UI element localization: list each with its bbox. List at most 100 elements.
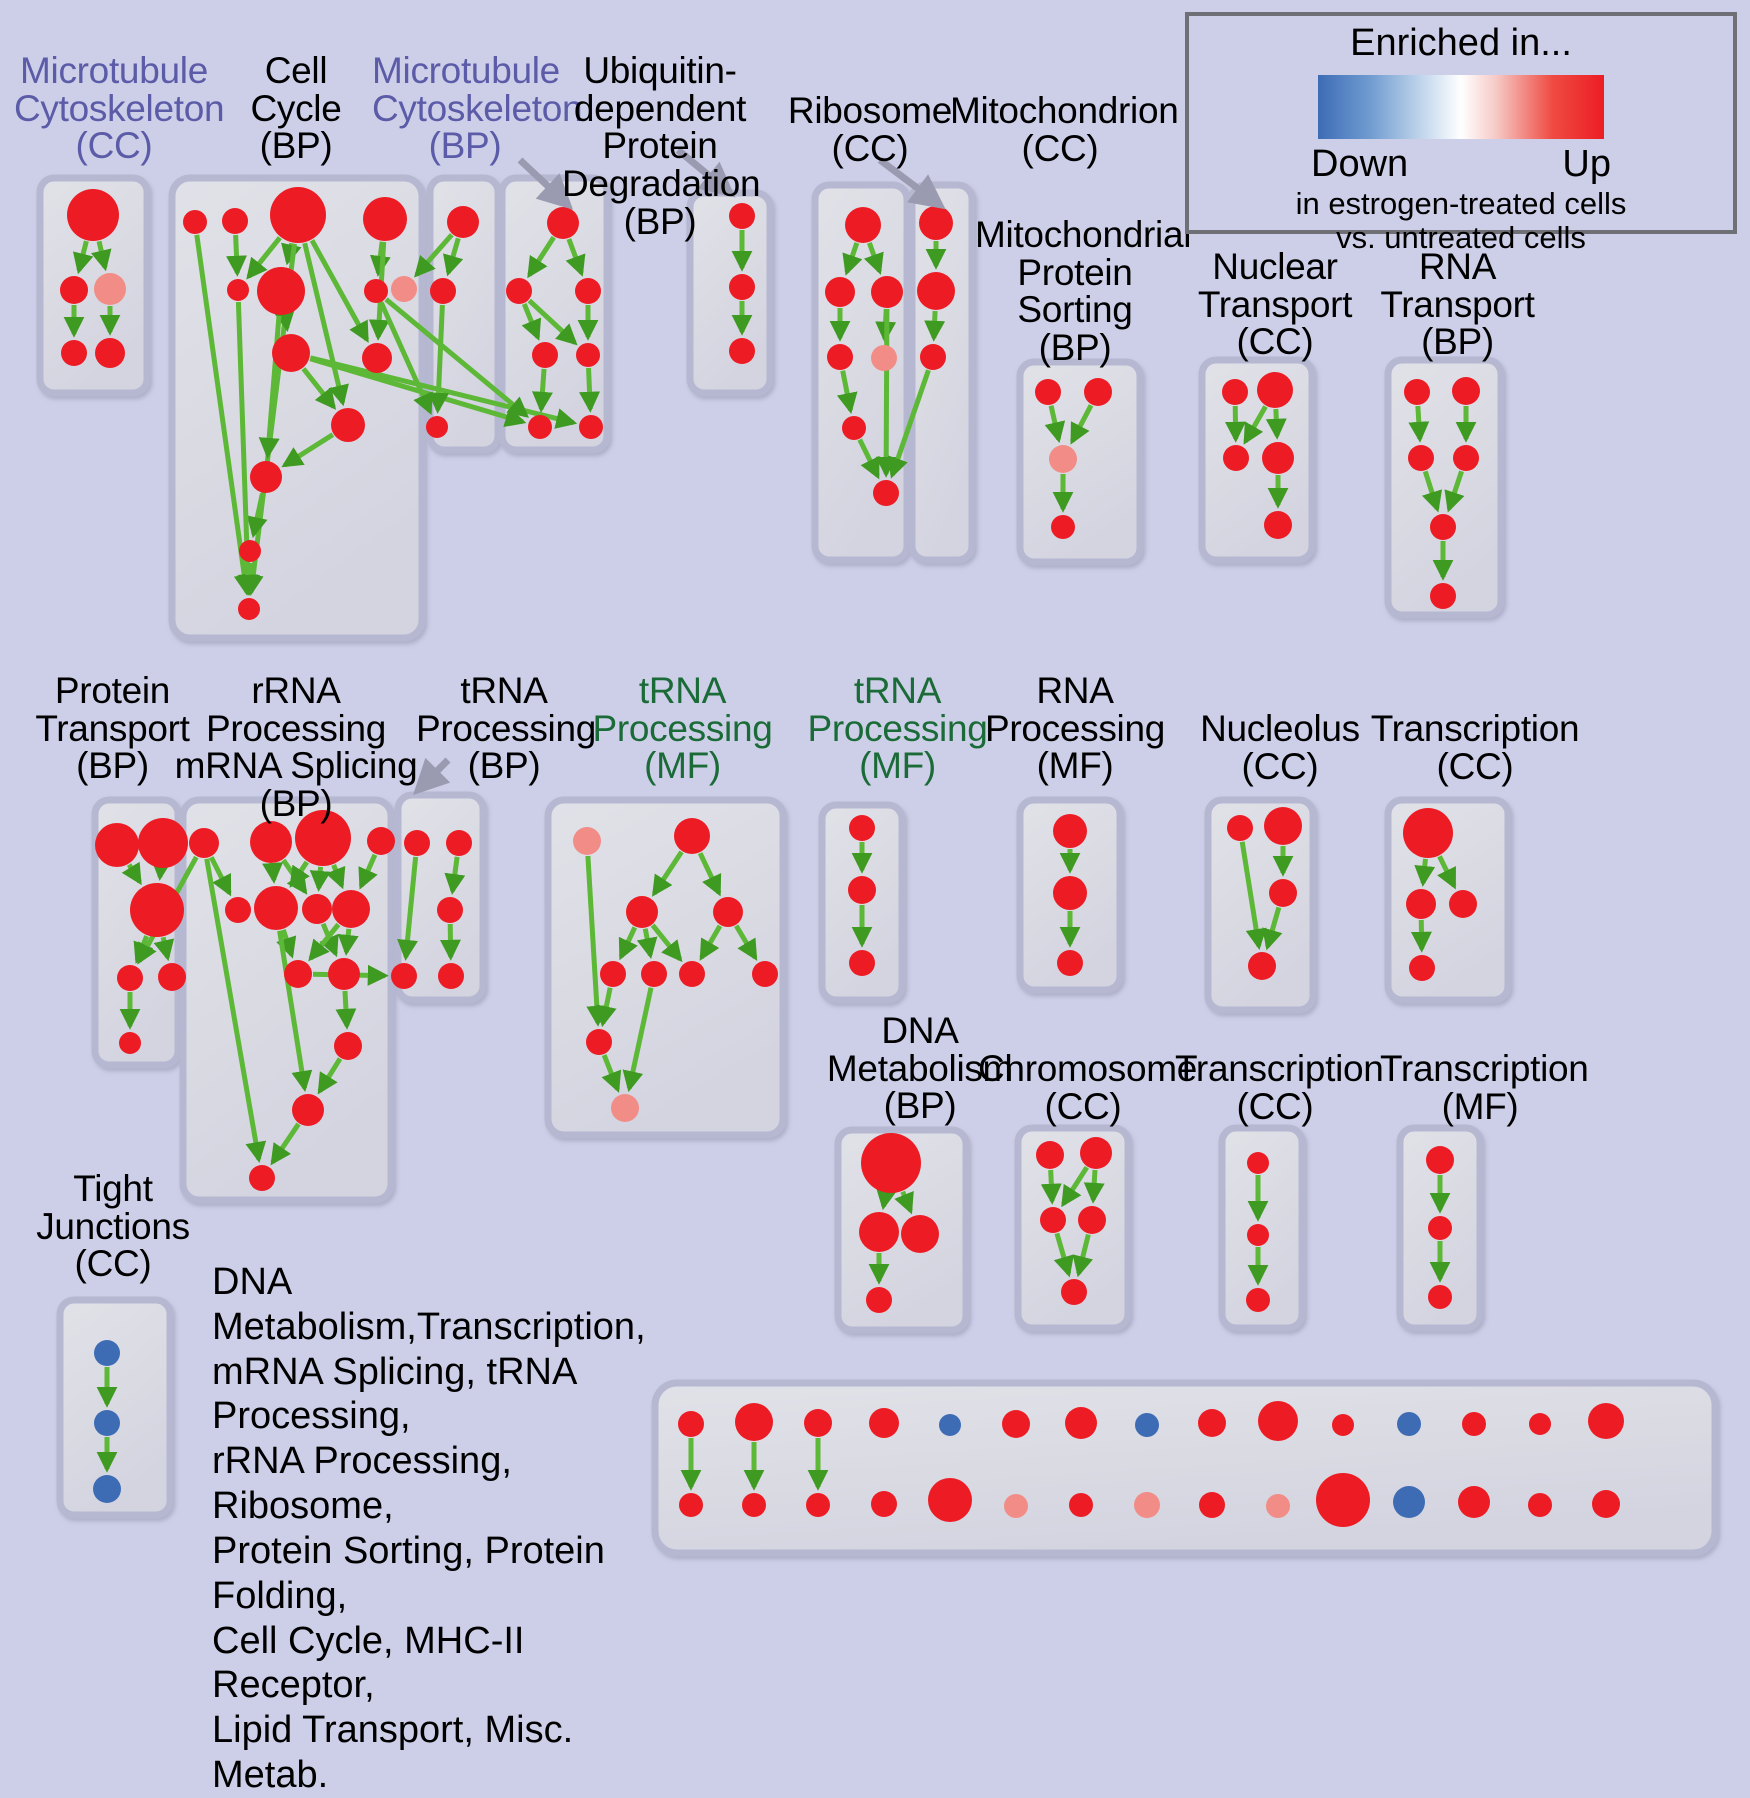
gene-node[interactable] bbox=[1035, 379, 1061, 405]
gene-node[interactable] bbox=[674, 818, 710, 854]
gene-node[interactable] bbox=[1069, 1493, 1093, 1517]
gene-node[interactable] bbox=[586, 1029, 612, 1055]
gene-node[interactable] bbox=[239, 540, 261, 562]
gene-node[interactable] bbox=[1406, 889, 1436, 919]
gene-node[interactable] bbox=[257, 267, 305, 315]
gene-node[interactable] bbox=[438, 963, 464, 989]
gene-node[interactable] bbox=[1049, 445, 1077, 473]
gene-node[interactable] bbox=[742, 1493, 766, 1517]
gene-node[interactable] bbox=[713, 897, 743, 927]
gene-node[interactable] bbox=[1529, 1413, 1551, 1435]
gene-node[interactable] bbox=[95, 823, 139, 867]
gene-node[interactable] bbox=[919, 206, 953, 240]
gene-node[interactable] bbox=[1199, 1492, 1225, 1518]
gene-node[interactable] bbox=[1247, 1224, 1269, 1246]
gene-node[interactable] bbox=[917, 272, 955, 310]
gene-node[interactable] bbox=[284, 960, 312, 988]
gene-node[interactable] bbox=[600, 961, 626, 987]
gene-node[interactable] bbox=[1078, 1206, 1106, 1234]
gene-node[interactable] bbox=[1266, 1494, 1290, 1518]
gene-node[interactable] bbox=[60, 276, 88, 304]
gene-node[interactable] bbox=[94, 273, 126, 305]
gene-node[interactable] bbox=[1397, 1412, 1421, 1436]
gene-node[interactable] bbox=[1462, 1412, 1486, 1436]
gene-node[interactable] bbox=[1227, 815, 1253, 841]
gene-node[interactable] bbox=[626, 896, 658, 928]
gene-node[interactable] bbox=[848, 876, 876, 904]
gene-node[interactable] bbox=[238, 598, 260, 620]
gene-node[interactable] bbox=[1264, 511, 1292, 539]
gene-node[interactable] bbox=[871, 345, 897, 371]
gene-node[interactable] bbox=[1051, 515, 1075, 539]
gene-node[interactable] bbox=[332, 890, 370, 928]
gene-node[interactable] bbox=[1408, 445, 1434, 471]
gene-node[interactable] bbox=[866, 1287, 892, 1313]
gene-node[interactable] bbox=[446, 830, 472, 856]
gene-node[interactable] bbox=[928, 1478, 972, 1522]
gene-node[interactable] bbox=[270, 187, 326, 243]
gene-node[interactable] bbox=[729, 274, 755, 300]
gene-node[interactable] bbox=[1588, 1403, 1624, 1439]
gene-node[interactable] bbox=[579, 415, 603, 439]
gene-node[interactable] bbox=[367, 827, 395, 855]
gene-node[interactable] bbox=[1134, 1492, 1160, 1518]
gene-node[interactable] bbox=[729, 338, 755, 364]
gene-node[interactable] bbox=[447, 206, 479, 238]
gene-node[interactable] bbox=[1262, 442, 1294, 474]
gene-node[interactable] bbox=[506, 278, 532, 304]
gene-node[interactable] bbox=[1316, 1473, 1370, 1527]
gene-node[interactable] bbox=[528, 415, 552, 439]
gene-node[interactable] bbox=[249, 1165, 275, 1191]
gene-node[interactable] bbox=[1135, 1413, 1159, 1437]
gene-node[interactable] bbox=[158, 963, 186, 991]
gene-node[interactable] bbox=[1040, 1207, 1066, 1233]
gene-node[interactable] bbox=[1053, 876, 1087, 910]
gene-node[interactable] bbox=[849, 950, 875, 976]
gene-node[interactable] bbox=[364, 279, 388, 303]
gene-node[interactable] bbox=[93, 1475, 121, 1503]
gene-node[interactable] bbox=[859, 1212, 899, 1252]
gene-node[interactable] bbox=[183, 210, 207, 234]
gene-node[interactable] bbox=[1453, 445, 1479, 471]
gene-node[interactable] bbox=[1065, 1407, 1097, 1439]
gene-node[interactable] bbox=[920, 344, 946, 370]
gene-node[interactable] bbox=[806, 1493, 830, 1517]
gene-node[interactable] bbox=[845, 207, 881, 243]
gene-node[interactable] bbox=[825, 277, 855, 307]
gene-node[interactable] bbox=[117, 965, 143, 991]
gene-node[interactable] bbox=[1053, 814, 1087, 848]
gene-node[interactable] bbox=[67, 189, 119, 241]
gene-node[interactable] bbox=[869, 1408, 899, 1438]
gene-node[interactable] bbox=[752, 961, 778, 987]
gene-node[interactable] bbox=[1264, 807, 1302, 845]
gene-node[interactable] bbox=[430, 278, 456, 304]
gene-node[interactable] bbox=[1247, 1152, 1269, 1174]
gene-node[interactable] bbox=[575, 278, 601, 304]
gene-node[interactable] bbox=[1430, 514, 1456, 540]
gene-node[interactable] bbox=[1409, 955, 1435, 981]
gene-node[interactable] bbox=[901, 1215, 939, 1253]
gene-node[interactable] bbox=[94, 1410, 120, 1436]
gene-node[interactable] bbox=[1002, 1410, 1030, 1438]
gene-node[interactable] bbox=[1246, 1288, 1270, 1312]
gene-node[interactable] bbox=[827, 344, 853, 370]
gene-node[interactable] bbox=[1428, 1216, 1452, 1240]
gene-node[interactable] bbox=[1057, 950, 1083, 976]
gene-node[interactable] bbox=[1036, 1141, 1064, 1169]
gene-node[interactable] bbox=[1449, 890, 1477, 918]
gene-node[interactable] bbox=[250, 461, 282, 493]
gene-node[interactable] bbox=[1403, 808, 1453, 858]
gene-node[interactable] bbox=[227, 279, 249, 301]
gene-node[interactable] bbox=[1198, 1409, 1226, 1437]
gene-node[interactable] bbox=[426, 416, 448, 438]
gene-node[interactable] bbox=[1084, 378, 1112, 406]
gene-node[interactable] bbox=[1223, 445, 1249, 471]
gene-node[interactable] bbox=[1452, 377, 1480, 405]
gene-node[interactable] bbox=[138, 818, 188, 868]
gene-node[interactable] bbox=[362, 343, 392, 373]
gene-node[interactable] bbox=[363, 197, 407, 241]
gene-node[interactable] bbox=[334, 1032, 362, 1060]
gene-node[interactable] bbox=[1080, 1137, 1112, 1169]
gene-node[interactable] bbox=[804, 1409, 832, 1437]
gene-node[interactable] bbox=[679, 1493, 703, 1517]
